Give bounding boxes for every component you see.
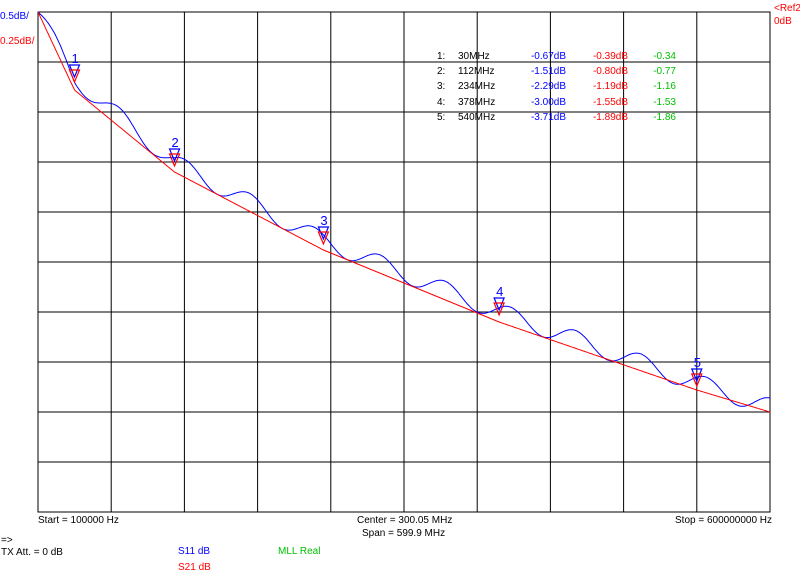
- marker-label: 2: [172, 135, 179, 150]
- marker-table-s21: -0.80dB: [592, 66, 628, 78]
- legend-s21: S21 dB: [178, 562, 211, 573]
- legend-s11: S11 dB: [178, 546, 211, 557]
- marker-table-s11: -3.71dB: [530, 111, 566, 123]
- marker-table-freq: 30MHz: [458, 51, 490, 62]
- marker-s11: [168, 148, 181, 163]
- marker-label: 5: [694, 355, 701, 370]
- center-frequency: Center = 300.05 MHz: [357, 515, 453, 526]
- marker-s11: [493, 297, 506, 312]
- s11-ref-label: <Ref2: [774, 3, 800, 14]
- marker-table-s11: -1.51dB: [530, 66, 566, 78]
- marker-table-s11: -2.29dB: [530, 81, 566, 93]
- marker-table-freq: 540MHz: [458, 111, 496, 123]
- s21-ref-label: 0dB: [774, 16, 792, 27]
- marker-table-id: 5:: [437, 111, 446, 123]
- s21-scale-label: 0.25dB/: [0, 36, 35, 47]
- marker-table-freq: 234MHz: [458, 81, 496, 93]
- marker-s21: [493, 302, 506, 317]
- start-frequency: Start = 100000 Hz: [38, 515, 119, 526]
- marker-table-id: 2:: [437, 66, 446, 78]
- marker-table-s11: -0.67dB: [530, 51, 566, 62]
- tx-attenuation: TX Att. = 0 dB: [1, 547, 63, 558]
- marker-table-mll: -1.86: [653, 111, 676, 123]
- marker-table-mll: -0.77: [653, 66, 676, 78]
- marker-table-id: 1:: [437, 51, 446, 62]
- marker-table-s21: -1.89dB: [592, 111, 628, 123]
- marker-table-id: 4:: [437, 96, 446, 108]
- marker-table-mll: -1.53: [653, 96, 676, 108]
- s21-trace: [37, 11, 771, 413]
- markers: 1 2 3 4 5: [68, 51, 703, 388]
- grid: [38, 12, 770, 512]
- marker-table-freq: 112MHz: [458, 66, 495, 78]
- marker-s11: [690, 368, 703, 383]
- marker-table-mll: -0.34: [653, 51, 676, 62]
- marker-s21: [168, 153, 181, 168]
- marker-table-id: 3:: [437, 81, 446, 93]
- marker-s21: [690, 373, 703, 388]
- traces: [37, 11, 771, 413]
- s11-trace: [37, 11, 771, 407]
- s11-scale-label: 0.5dB/: [0, 11, 29, 22]
- marker-s11: [68, 64, 81, 79]
- marker-table-s21: -0.39dB: [592, 51, 628, 62]
- marker-table-s21: -1.19dB: [592, 81, 628, 93]
- marker-s11: [317, 226, 330, 241]
- marker-table-s11: -3.00dB: [530, 96, 566, 108]
- marker-table-freq: 378MHz: [458, 96, 496, 108]
- stop-frequency: Stop = 600000000 Hz: [675, 515, 773, 526]
- marker-s21: [317, 231, 330, 246]
- marker-label: 4: [496, 284, 503, 299]
- span-frequency: Span = 599.9 MHz: [362, 528, 446, 539]
- marker-table-mll: -1.16: [653, 81, 676, 93]
- marker-label: 1: [71, 51, 78, 66]
- legend-mll: MLL Real: [278, 546, 321, 557]
- marker-s21: [68, 69, 81, 84]
- marker-table-s21: -1.55dB: [592, 96, 628, 108]
- command-prompt: =>: [1, 535, 13, 546]
- marker-label: 3: [320, 213, 327, 228]
